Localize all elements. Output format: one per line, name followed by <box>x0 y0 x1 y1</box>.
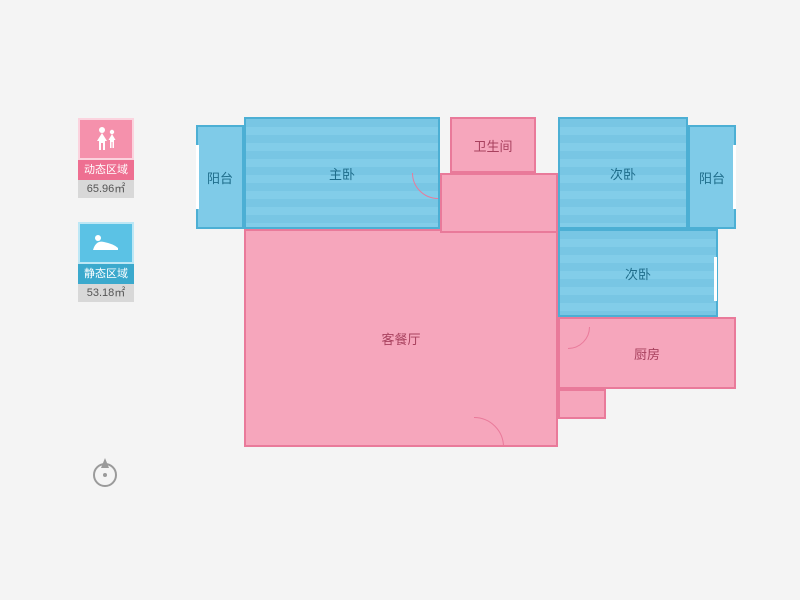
legend-static-label: 静态区域 <box>78 264 134 284</box>
room-label-kitchen: 厨房 <box>634 344 660 363</box>
room-bathroom: 卫生间 <box>450 117 536 173</box>
room-balcony-left: 阳台 <box>196 125 244 229</box>
room-label-bedroom-2: 次卧 <box>610 164 636 183</box>
window-mark <box>714 257 717 301</box>
room-bedroom-3: 次卧 <box>558 229 718 317</box>
rest-icon <box>78 222 134 264</box>
room-label-bathroom: 卫生间 <box>473 136 512 155</box>
room-living-ext <box>440 173 558 233</box>
legend-dynamic-value: 65.96㎡ <box>78 180 134 198</box>
room-label-living-dining: 客餐厅 <box>381 329 420 348</box>
room-label-bedroom-3: 次卧 <box>625 264 651 283</box>
window-mark <box>733 145 736 209</box>
compass-icon <box>88 455 122 489</box>
floor-plan: 阳台主卧卫生间次卧阳台次卧客餐厅厨房 <box>196 117 736 447</box>
legend-dynamic-label: 动态区域 <box>78 160 134 180</box>
room-label-master-bedroom: 主卧 <box>329 164 355 183</box>
legend-dynamic: 动态区域 65.96㎡ <box>78 118 134 198</box>
room-label-balcony-right: 阳台 <box>699 168 725 187</box>
room-master-bedroom: 主卧 <box>244 117 440 229</box>
room-bedroom-2: 次卧 <box>558 117 688 229</box>
room-balcony-right: 阳台 <box>688 125 736 229</box>
people-icon <box>78 118 134 160</box>
room-living-dining: 客餐厅 <box>244 229 558 447</box>
legend-static-value: 53.18㎡ <box>78 284 134 302</box>
room-hall-right <box>558 389 606 419</box>
legend-static: 静态区域 53.18㎡ <box>78 222 134 302</box>
room-label-balcony-left: 阳台 <box>207 168 233 187</box>
legend-panel: 动态区域 65.96㎡ 静态区域 53.18㎡ <box>78 118 134 326</box>
window-mark <box>196 145 199 209</box>
